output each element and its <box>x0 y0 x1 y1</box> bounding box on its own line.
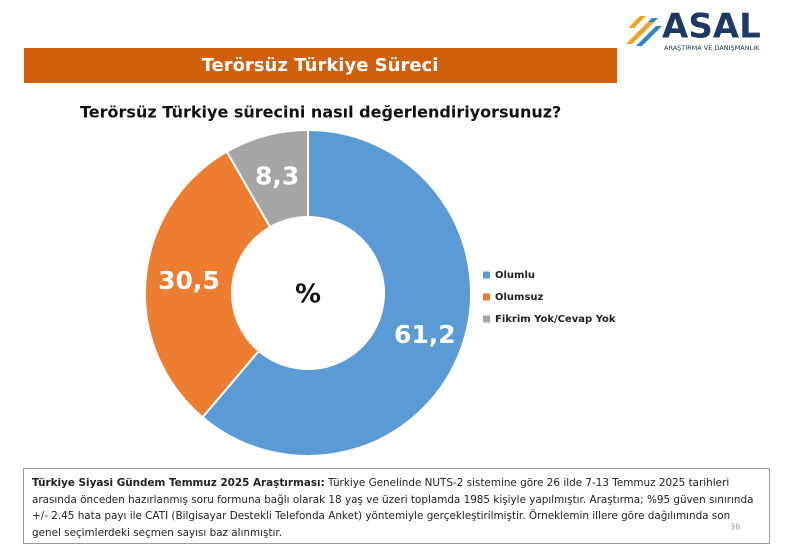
footnote: Türkiye Siyasi Gündem Temmuz 2025 Araştı… <box>23 468 770 544</box>
slice <box>225 128 309 229</box>
legend-swatch <box>483 271 490 279</box>
legend-swatch <box>483 293 490 301</box>
chart-title: Terörsüz Türkiye sürecini nasıl değerlen… <box>80 103 561 122</box>
header-title: Terörsüz Türkiye Süreci <box>202 55 439 76</box>
slice <box>144 150 272 419</box>
center-label: % <box>295 280 321 310</box>
data-label: 61,2 <box>394 320 456 349</box>
logo-text: ASAL <box>662 7 761 47</box>
slice <box>201 128 472 457</box>
data-label: 8,3 <box>255 162 299 191</box>
legend-label: Fikrim Yok/Cevap Yok <box>495 314 616 325</box>
legend-label: Olumsuz <box>495 292 544 303</box>
footnote-bold: Türkiye Siyasi Gündem Temmuz 2025 Araştı… <box>32 477 325 489</box>
header-bar <box>24 48 617 83</box>
legend-swatch <box>483 315 490 323</box>
footnote-text: Türkiye Genelinde NUTS-2 sistemine göre … <box>32 477 754 539</box>
data-label: 30,5 <box>158 266 220 295</box>
logo-icon <box>626 16 662 46</box>
page-number: 36 <box>730 523 740 532</box>
logo-subtitle: ARAŞTIRMA VE DANIŞMANLIK <box>664 44 760 52</box>
legend-label: Olumlu <box>495 270 535 281</box>
